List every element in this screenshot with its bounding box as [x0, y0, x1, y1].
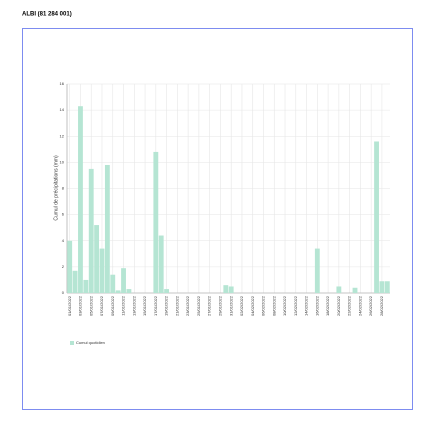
chart-frame — [22, 28, 413, 410]
bar — [115, 290, 121, 293]
x-tick-label: 15/01/2022 — [142, 295, 147, 316]
y-tick-label: 8 — [62, 186, 65, 191]
x-tick-label: 25/01/2022 — [196, 295, 201, 316]
legend-label: Cumul quotidien — [76, 340, 105, 345]
x-tick-label: 23/01/2022 — [185, 295, 190, 316]
x-tick-label: 19/01/2022 — [164, 295, 169, 316]
bar — [94, 225, 100, 293]
x-tick-label: 04/02/2022 — [250, 295, 255, 316]
x-tick-label: 09/01/2022 — [110, 295, 115, 316]
legend-swatch — [70, 341, 74, 345]
bar — [158, 235, 164, 293]
x-tick-label: 06/02/2022 — [261, 295, 266, 316]
bar — [121, 268, 126, 293]
bar — [384, 281, 390, 293]
y-tick-label: 4 — [62, 238, 65, 243]
x-tick-label: 17/01/2022 — [153, 295, 158, 316]
x-tick-label: 26/02/2022 — [368, 295, 373, 316]
x-tick-label: 11/01/2022 — [121, 295, 126, 315]
bar — [126, 289, 132, 293]
x-tick-label: 22/02/2022 — [347, 295, 352, 316]
x-tick-label: 07/01/2022 — [99, 295, 104, 316]
x-tick-label: 13/01/2022 — [131, 295, 136, 316]
y-axis-label: Cumul de précipitations (mm) — [53, 155, 59, 221]
y-tick-label: 6 — [62, 212, 65, 217]
bar — [223, 285, 229, 293]
bar — [374, 141, 379, 293]
x-tick-label: 28/02/2022 — [379, 295, 384, 316]
x-tick-label: 21/01/2022 — [174, 295, 179, 316]
x-tick-label: 02/02/2022 — [239, 295, 244, 316]
bar — [104, 164, 110, 293]
bar — [228, 286, 234, 293]
bar — [78, 106, 83, 293]
x-tick-label: 18/02/2022 — [325, 295, 330, 316]
bar — [164, 289, 170, 293]
x-tick-label: 08/02/2022 — [271, 295, 276, 316]
y-tick-label: 2 — [62, 264, 65, 269]
bar — [67, 240, 73, 293]
x-tick-label: 01/01/2022 — [67, 295, 72, 316]
y-tick-label: 0 — [62, 290, 65, 295]
bar — [88, 168, 94, 293]
x-tick-label: 16/02/2022 — [314, 295, 319, 316]
y-tick-label: 12 — [60, 133, 65, 138]
x-tick-label: 03/01/2022 — [78, 295, 83, 316]
y-tick-label: 14 — [60, 107, 65, 112]
y-tick-label: 10 — [60, 159, 65, 164]
x-tick-label: 29/01/2022 — [217, 295, 222, 316]
x-tick-label: 14/02/2022 — [304, 295, 309, 316]
bar — [72, 270, 78, 293]
x-tick-label: 24/02/2022 — [357, 295, 362, 316]
x-tick-label: 10/02/2022 — [282, 295, 287, 316]
bar — [379, 281, 385, 293]
bar — [314, 248, 320, 293]
bar — [110, 274, 116, 293]
y-tick-label: 16 — [60, 81, 65, 86]
x-tick-label: 20/02/2022 — [336, 295, 341, 316]
bar — [352, 287, 358, 293]
bar — [99, 248, 105, 293]
x-tick-label: 05/01/2022 — [88, 295, 93, 316]
x-tick-label: 27/01/2022 — [207, 295, 212, 316]
x-tick-label: 12/02/2022 — [293, 295, 298, 316]
bar — [83, 279, 89, 293]
bar — [336, 286, 342, 293]
page-title: ALBI (81 284 001) — [22, 12, 72, 18]
bar — [153, 151, 159, 293]
x-tick-label: 31/01/2022 — [228, 295, 233, 316]
